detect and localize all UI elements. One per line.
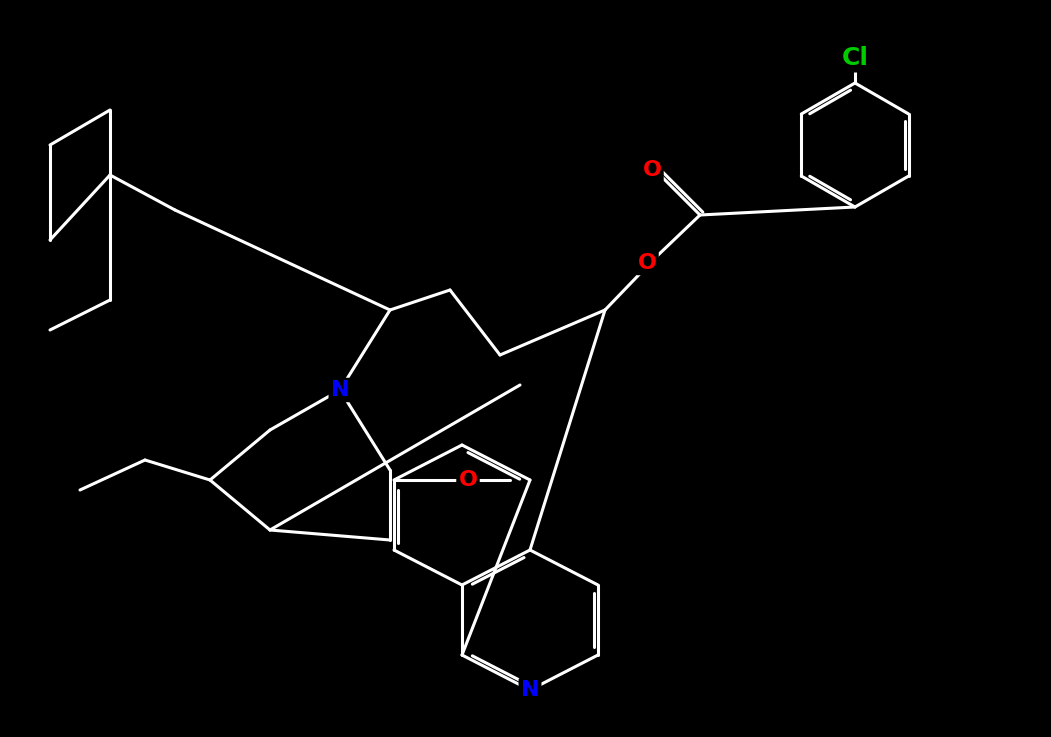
Text: Cl: Cl <box>842 46 868 70</box>
Text: N: N <box>520 680 539 700</box>
Text: O: O <box>458 470 477 490</box>
Text: N: N <box>331 380 349 400</box>
Text: O: O <box>642 160 661 180</box>
Text: O: O <box>638 253 657 273</box>
